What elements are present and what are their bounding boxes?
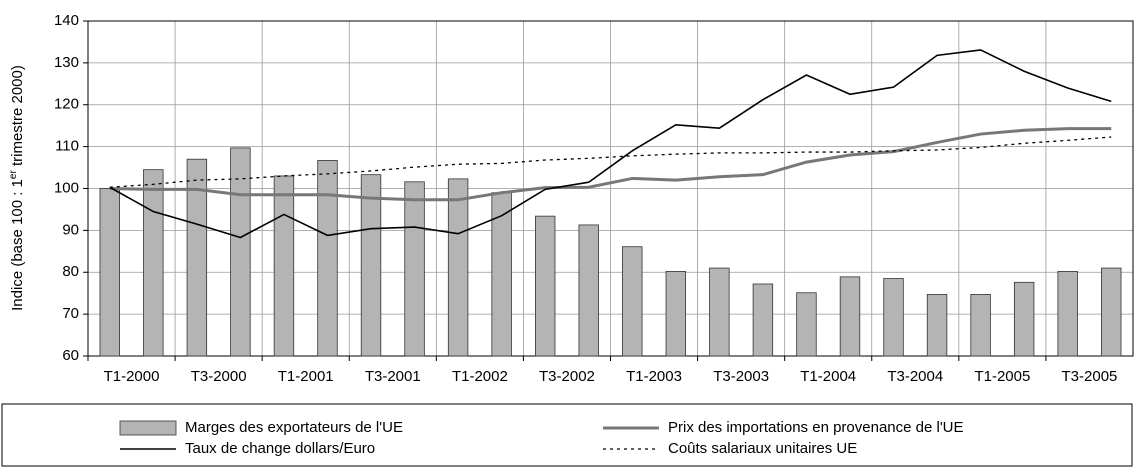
y-tick-label: 90 (62, 221, 79, 238)
bar (883, 278, 904, 357)
y-tick-label: 60 (62, 347, 79, 364)
legend-swatch (119, 420, 177, 436)
x-tick-label: T3-2005 (1062, 368, 1118, 385)
x-tick-label: T3-2000 (191, 368, 247, 385)
line-series (109, 49, 1112, 239)
x-tick-label: T3-2003 (713, 368, 769, 385)
plot-frame (87, 20, 1134, 357)
bar (1057, 271, 1078, 357)
bar (317, 160, 338, 357)
x-tick-label: T3-2001 (365, 368, 421, 385)
legend-label: Marges des exportateurs de l'UE (185, 419, 403, 436)
bar (230, 147, 251, 357)
legend-label: Coûts salariaux unitaires UE (668, 440, 857, 457)
x-tick-label: T1-2004 (800, 368, 856, 385)
bar (143, 169, 164, 357)
bar (796, 292, 817, 357)
y-tick-label: 110 (55, 138, 79, 155)
bar (839, 276, 861, 357)
bar (491, 192, 512, 357)
bar (360, 174, 382, 357)
line-series (109, 127, 1112, 202)
y-tick-label: 70 (62, 305, 79, 322)
x-tick-label: T1-2001 (278, 368, 334, 385)
x-tick-label: T1-2000 (104, 368, 160, 385)
y-tick-label: 130 (54, 54, 79, 71)
bar (1013, 281, 1035, 357)
line-series (109, 136, 1112, 188)
bar (404, 181, 425, 357)
y-tick-label: 140 (54, 12, 79, 29)
bar (622, 246, 643, 357)
x-tick-label: T1-2002 (452, 368, 508, 385)
y-label-superscript: er (8, 170, 19, 180)
y-tick-label: 100 (54, 179, 79, 196)
bar (534, 215, 556, 357)
x-tick-label: T3-2002 (539, 368, 595, 385)
bar (709, 267, 730, 357)
bar (926, 294, 948, 357)
bar (186, 158, 208, 357)
y-label-part: Indice (base 100 : 1 (9, 179, 26, 311)
y-tick-label: 80 (62, 263, 79, 280)
x-tick-label: T1-2003 (626, 368, 682, 385)
bar (665, 271, 687, 357)
legend-label: Taux de change dollars/Euro (185, 440, 375, 457)
bar (99, 188, 120, 357)
legend-label: Prix des importations en provenance de l… (668, 419, 964, 436)
y-axis-label: Indice (base 100 : 1er trimestre 2000) (8, 65, 26, 311)
bar (273, 175, 295, 357)
bar (447, 178, 469, 357)
bar (970, 294, 991, 357)
bar (752, 283, 774, 357)
bar (1101, 267, 1122, 357)
y-tick-label: 120 (54, 96, 79, 113)
legend-box (1, 403, 1133, 467)
x-tick-label: T3-2004 (887, 368, 943, 385)
x-tick-label: T1-2005 (974, 368, 1030, 385)
y-label-part: trimestre 2000) (9, 65, 26, 170)
bar (578, 224, 599, 357)
